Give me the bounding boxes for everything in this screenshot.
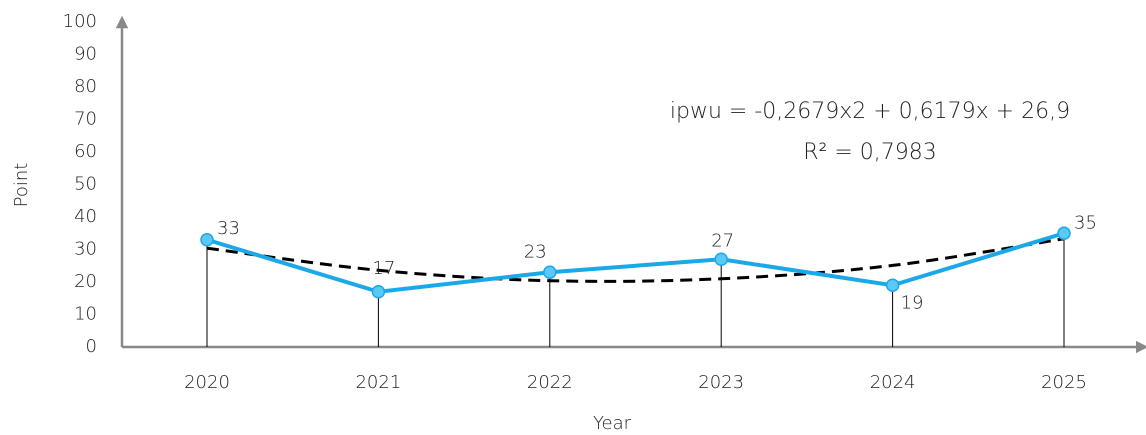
x-tick-label: 2024 <box>870 372 916 393</box>
data-label: 27 <box>711 230 734 251</box>
trendline <box>206 237 1065 283</box>
trend-equation: ipwu = -0,2679x2 + 0,6179x + 26,9 <box>670 99 1070 124</box>
marker <box>714 252 728 266</box>
marker <box>885 278 900 292</box>
y-tick-label: 90 <box>74 44 97 65</box>
y-tick-label: 10 <box>74 304 97 325</box>
data-label: 19 <box>901 292 924 313</box>
y-tick-label: 0 <box>86 336 97 357</box>
data-label: 33 <box>217 218 240 239</box>
marker <box>1057 226 1071 240</box>
x-axis-label: Year <box>593 413 632 434</box>
y-axis-label: Point <box>11 163 32 208</box>
y-tick-label: 70 <box>74 109 97 130</box>
x-tick-label: 2020 <box>184 372 230 393</box>
y-tick-label: 30 <box>74 239 97 260</box>
data-label: 35 <box>1074 212 1097 233</box>
marker <box>543 265 557 279</box>
series-line <box>206 231 1065 294</box>
y-tick-label: 80 <box>74 76 97 97</box>
marker <box>371 285 386 299</box>
y-tick-label: 40 <box>74 206 97 227</box>
marker <box>200 233 214 247</box>
y-tick-label: 60 <box>74 141 97 162</box>
x-tick-label: 2025 <box>1041 372 1087 393</box>
y-tick-label: 100 <box>63 11 97 32</box>
data-label: 17 <box>372 258 395 279</box>
y-tick-label: 50 <box>74 174 97 195</box>
r-squared: R² = 0,7983 <box>803 140 937 165</box>
x-tick-label: 2023 <box>698 372 744 393</box>
x-tick-label: 2022 <box>527 372 573 393</box>
data-label: 23 <box>524 241 547 262</box>
y-tick-label: 20 <box>74 271 97 292</box>
x-tick-label: 2021 <box>355 372 401 393</box>
